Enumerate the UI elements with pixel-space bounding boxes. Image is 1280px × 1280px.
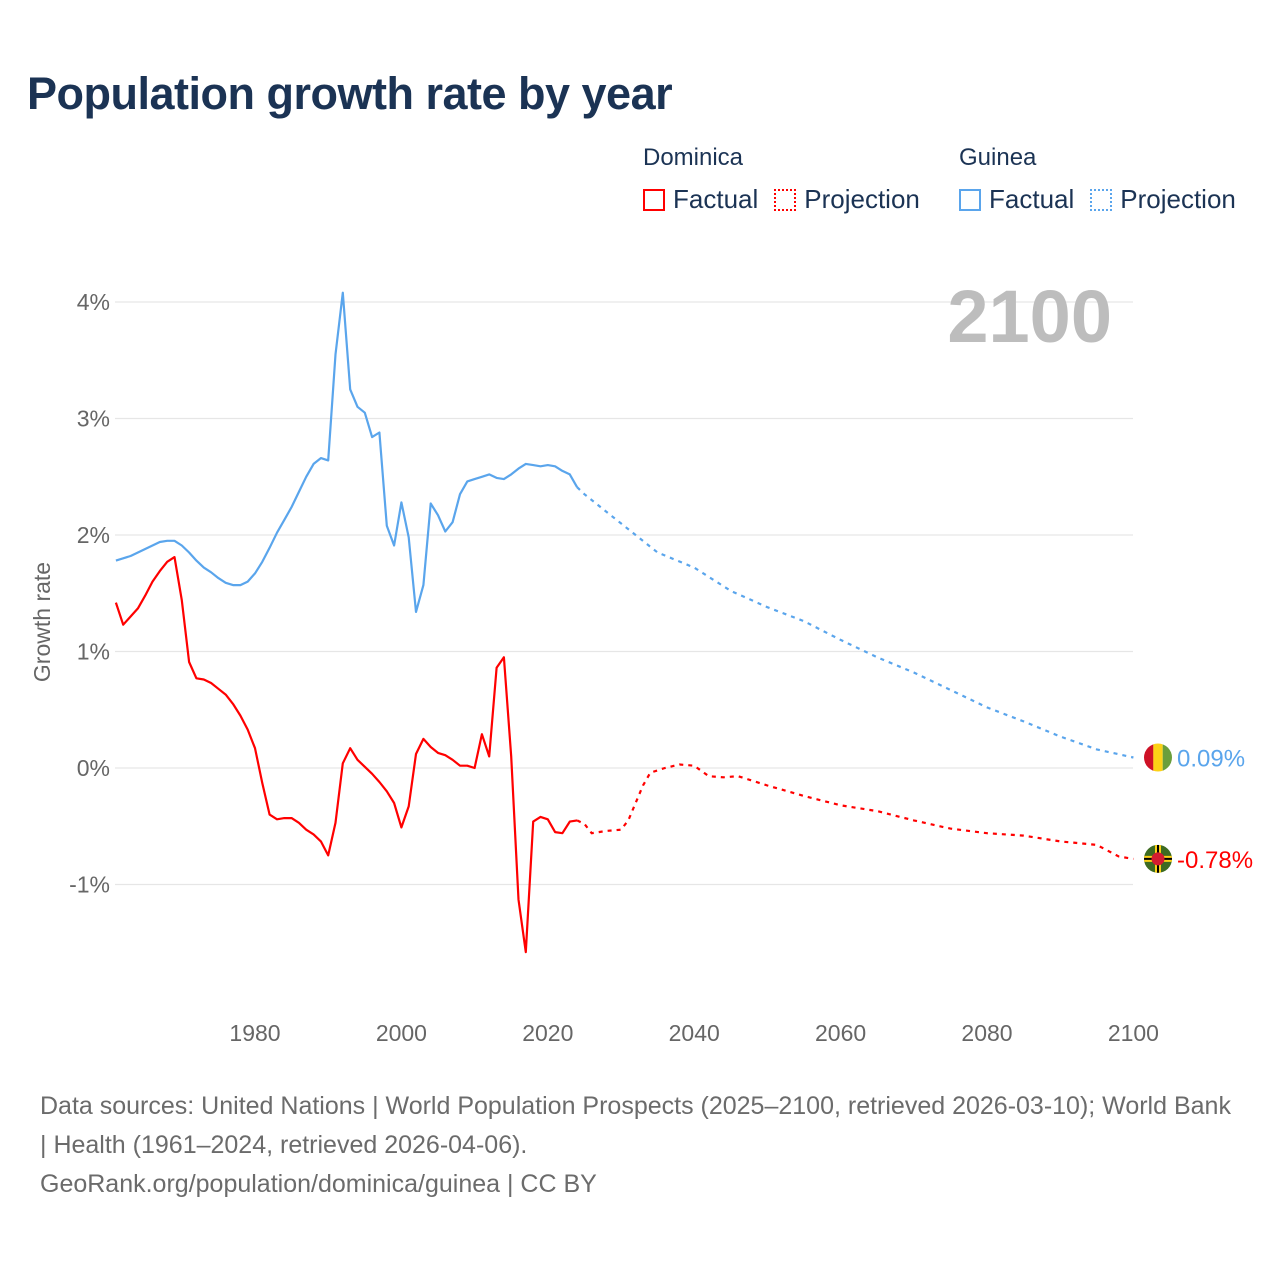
legend-item-dominica-projection[interactable]: Projection <box>774 184 920 215</box>
dotted-swatch-icon <box>774 188 797 211</box>
solid-swatch-icon <box>643 188 665 211</box>
solid-swatch-icon <box>959 188 981 211</box>
y-tick-label: 0% <box>77 755 110 781</box>
x-axis-ticks: 1980 2000 2020 2040 2060 2080 2100 <box>229 1020 1159 1046</box>
series-end-markers: 0.09% -0.78% <box>1144 743 1253 874</box>
legend-label: Projection <box>804 184 920 214</box>
legend-dominica: Dominica Factual Projection <box>643 144 936 215</box>
current-year-label: 2100 <box>947 275 1112 358</box>
y-tick-label: 3% <box>77 406 110 432</box>
legend-item-guinea-projection[interactable]: Projection <box>1090 184 1236 215</box>
legend-group-name: Guinea <box>959 144 1037 171</box>
flag-stripe <box>1162 743 1172 772</box>
y-tick-label: 1% <box>77 639 110 665</box>
flag-body <box>1144 743 1172 772</box>
y-tick-label: -1% <box>69 872 110 898</box>
flag-body <box>1144 844 1172 873</box>
data-sources: Data sources: United Nations | World Pop… <box>40 1092 1231 1159</box>
guinea-factual-line <box>115 291 579 614</box>
x-tick-label: 1980 <box>229 1020 280 1046</box>
footer: Data sources: United Nations | World Pop… <box>40 1087 1240 1204</box>
y-axis-ticks: -1% 0% 1% 2% 3% 4% <box>69 289 110 898</box>
flag-stripe <box>1153 743 1163 772</box>
series-lines <box>114 291 1134 954</box>
x-tick-label: 2100 <box>1108 1020 1159 1046</box>
y-tick-label: 2% <box>77 522 110 548</box>
guinea-end-value-label: 0.09% <box>1177 746 1245 773</box>
y-axis-label: Growth rate <box>29 562 55 682</box>
x-tick-label: 2080 <box>961 1020 1012 1046</box>
dominica-end-value-label: -0.78% <box>1177 847 1253 874</box>
dominica-factual-line <box>114 555 578 954</box>
legend-guinea: Guinea Factual Projection <box>959 144 1252 215</box>
flag-disc <box>1151 852 1165 866</box>
x-tick-label: 2020 <box>522 1020 573 1046</box>
x-tick-label: 2000 <box>376 1020 427 1046</box>
legend-group-name: Dominica <box>643 144 744 171</box>
y-tick-label: 4% <box>77 289 110 315</box>
x-tick-label: 2060 <box>815 1020 866 1046</box>
x-tick-label: 2040 <box>669 1020 720 1046</box>
dominica-flag-icon <box>1144 844 1172 873</box>
guinea-flag-icon <box>1144 743 1172 772</box>
guinea-projection-line <box>576 486 1134 759</box>
legend-label: Factual <box>989 184 1075 214</box>
legend-label: Factual <box>673 184 759 214</box>
dominica-projection-line <box>576 763 1134 860</box>
dotted-swatch-icon <box>1090 188 1113 211</box>
legend-item-dominica-factual[interactable]: Factual <box>643 184 758 215</box>
flag-stripe <box>1144 743 1154 772</box>
legend-label: Projection <box>1120 184 1236 214</box>
chart-title: Population growth rate by year <box>27 68 673 119</box>
legend-item-guinea-factual[interactable]: Factual <box>959 184 1074 215</box>
gridlines <box>115 301 1133 886</box>
credit-link[interactable]: GeoRank.org/population/dominica/guinea |… <box>40 1170 597 1198</box>
